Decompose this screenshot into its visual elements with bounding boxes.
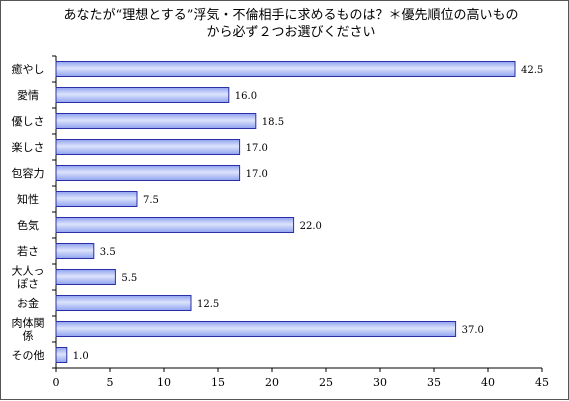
bar-8 [55,243,95,259]
category-label: 癒やし [12,62,45,76]
bar-3 [55,113,257,129]
x-tick-label: 20 [265,376,279,389]
category-label: 知性 [17,192,39,206]
value-label: 37.0 [462,325,484,336]
x-tick-label: 45 [535,376,549,389]
chart-title-line-1: あなたが“理想とする”浮気・不倫相手に求めるものは？＊優先順位の高いもの [63,8,519,23]
value-label: 42.5 [521,65,543,76]
category-label: 包容力 [12,166,45,180]
x-tick-label: 30 [373,376,387,389]
bar-2 [55,87,230,103]
bar-4 [55,139,241,155]
x-tick-label: 25 [319,376,333,389]
x-tick-label: 35 [427,376,441,389]
x-tick-label: 5 [107,376,114,389]
value-label: 3.5 [100,247,116,258]
x-tick-label: 10 [157,376,171,389]
value-label: 18.5 [262,117,284,128]
bar-10 [55,295,192,311]
category-label: その他 [12,349,45,362]
chart-title-line-2: から必ず２つお選びください [206,25,376,40]
category-label: 係 [23,330,34,343]
category-label: 楽しさ [12,141,45,154]
chart-title: あなたが“理想とする”浮気・不倫相手に求めるものは？＊優先順位の高いもの から必… [41,7,541,41]
x-tick-label: 40 [481,376,495,389]
value-label: 17.0 [246,143,268,154]
category-label: お金 [17,296,39,310]
category-label: 大人っ [12,264,45,278]
category-label: 肉体関 [12,316,45,330]
category-label: 優しさ [12,115,45,128]
x-tick-label: 0 [53,376,60,389]
category-label: 愛情 [17,89,39,102]
value-label: 1.0 [73,351,89,362]
value-label: 5.5 [121,273,137,284]
bar-12 [55,347,68,363]
value-label: 7.5 [143,195,159,206]
value-label: 17.0 [246,169,268,180]
category-label: 若さ [17,245,39,258]
value-label: 22.0 [300,221,322,232]
bar-9 [55,269,116,285]
bar-11 [55,321,457,337]
value-label: 16.0 [235,91,257,102]
category-label: 色気 [17,218,39,232]
bar-1 [55,61,516,77]
x-tick-label: 15 [211,376,225,389]
value-label: 12.5 [197,299,219,310]
bar-6 [55,191,138,207]
category-label: ぽさ [17,278,39,291]
bar-5 [55,165,241,181]
bar-7 [55,217,295,233]
